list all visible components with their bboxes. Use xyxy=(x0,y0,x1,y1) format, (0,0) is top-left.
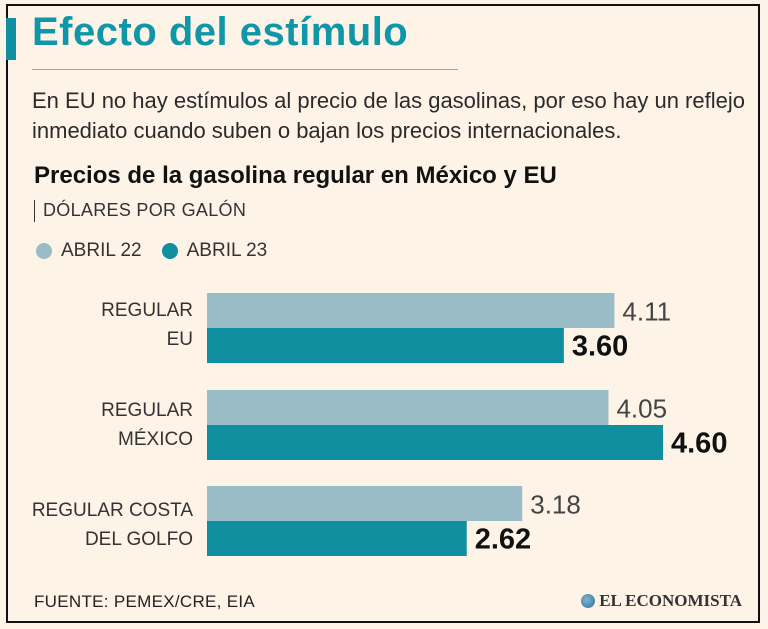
legend-item-abril-22: ABRIL 22 xyxy=(36,240,142,262)
category-label-regular-eu: REGULAR EU xyxy=(0,296,193,354)
category-label-line: EU xyxy=(166,329,193,350)
bar-abril-23-0 xyxy=(207,328,564,363)
data-label-abril-22-2: 3.18 xyxy=(530,490,581,520)
legend-label-abril-22: ABRIL 22 xyxy=(61,240,142,261)
category-label-line: REGULAR xyxy=(101,400,193,421)
category-label-line: REGULAR xyxy=(101,300,193,321)
bar-abril-22-0 xyxy=(207,293,615,328)
legend: ABRIL 22 ABRIL 23 xyxy=(36,240,287,262)
legend-item-abril-23: ABRIL 23 xyxy=(161,240,268,262)
category-label-line: REGULAR COSTA xyxy=(31,500,193,521)
units-divider xyxy=(34,200,35,223)
data-label-abril-23-0: 3.60 xyxy=(572,331,628,363)
brand-logo: EL ECONOMISTA xyxy=(581,591,742,611)
units-label: DÓLARES POR GALÓN xyxy=(34,200,247,223)
category-label-costa-golfo: REGULAR COSTA DEL GOLFO xyxy=(0,496,193,554)
chart-title: Precios de la gasolina regular en México… xyxy=(34,162,557,189)
legend-dot-abril-22 xyxy=(36,243,52,259)
category-label-regular-mexico: REGULAR MÉXICO xyxy=(0,396,193,454)
category-label-line: DEL GOLFO xyxy=(84,529,193,550)
legend-label-abril-23: ABRIL 23 xyxy=(186,240,268,261)
bar-abril-23-2 xyxy=(207,521,467,556)
subtitle: En EU no hay estímulos al precio de las … xyxy=(32,88,745,143)
bar-abril-22-2 xyxy=(207,486,523,521)
units-text: DÓLARES POR GALÓN xyxy=(43,200,247,220)
data-label-abril-22-0: 4.11 xyxy=(622,297,671,327)
bar-abril-23-1 xyxy=(207,425,663,460)
page-title: Efecto del estímulo xyxy=(32,10,409,54)
legend-dot-abril-23 xyxy=(161,243,178,259)
data-label-abril-23-2: 2.62 xyxy=(475,524,531,556)
data-label-abril-22-1: 4.05 xyxy=(616,394,667,424)
data-label-abril-23-1: 4.60 xyxy=(671,428,727,460)
title-accent-bar xyxy=(6,18,16,60)
globe-icon xyxy=(581,594,596,608)
brand-name: EL ECONOMISTA xyxy=(599,591,742,610)
title-divider xyxy=(32,69,458,70)
source-note: FUENTE: PEMEX/CRE, EIA xyxy=(34,592,256,611)
bar-abril-22-1 xyxy=(207,390,609,425)
figure-frame xyxy=(6,4,760,623)
category-label-line: MÉXICO xyxy=(118,429,193,450)
